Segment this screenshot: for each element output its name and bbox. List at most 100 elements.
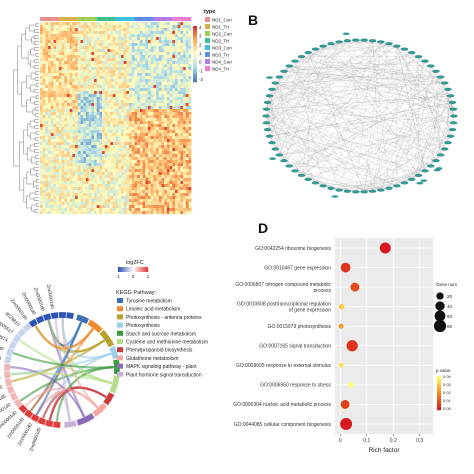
heatmap-cell (185, 142, 189, 146)
kegg-legend-label: Plant hormone signal transduction (126, 372, 202, 378)
heatmap-cell (72, 196, 76, 200)
heatmap-cell (96, 91, 100, 95)
heatmap-cell (166, 172, 170, 176)
heatmap-cell (156, 61, 159, 65)
heatmap-cell (118, 34, 122, 38)
heatmap-cell (75, 37, 78, 41)
heatmap-cell (102, 34, 105, 38)
heatmap-cell (156, 205, 159, 209)
heatmap-cell (45, 115, 49, 119)
go-term-label: GO:0042254 ribosome biogenesis (255, 246, 331, 252)
heatmap-cell (96, 25, 100, 29)
heatmap-cell (48, 88, 51, 92)
heatmap-cell (156, 124, 159, 128)
network-node (448, 128, 457, 132)
network-edge (301, 154, 441, 176)
heatmap-cell (112, 175, 116, 179)
heatmap-cell (131, 127, 135, 131)
heatmap-cell (85, 55, 89, 59)
heatmap-cell (96, 115, 100, 119)
network-edge (347, 40, 426, 171)
go-term-label: GO:0010467 gene expression (264, 265, 331, 271)
heatmap-cell (83, 148, 86, 152)
dendrogram-branch (29, 144, 35, 152)
heatmap-cell (126, 184, 130, 188)
heatmap-cell (91, 178, 95, 182)
heatmap-cell (80, 136, 84, 140)
heatmap-cell (164, 25, 167, 29)
heatmap-cell (67, 151, 70, 155)
heatmap-cell (48, 91, 51, 95)
heatmap-cell (61, 190, 65, 194)
heatmap-cell (175, 145, 178, 149)
heatmap-cell (69, 127, 73, 131)
heatmap-cell (134, 88, 138, 92)
heatmap-cell (50, 118, 54, 122)
heatmap-cell (185, 73, 189, 77)
heatmap-cell (50, 88, 54, 92)
heatmap-cell (104, 58, 108, 62)
heatmap-cell (177, 163, 181, 167)
kegg-legend-swatch (117, 314, 123, 320)
heatmap-cell (169, 193, 173, 197)
heatmap-cell (123, 112, 127, 116)
heatmap-cell (115, 124, 119, 128)
heatmap-cell (91, 166, 95, 170)
heatmap-cell (177, 139, 181, 143)
heatmap-cell (53, 148, 57, 152)
heatmap-cell (56, 109, 59, 113)
heatmap-cell (150, 145, 154, 149)
heatmap-cell (94, 31, 97, 35)
heatmap-cell (83, 25, 86, 29)
heatmap-cell (64, 136, 68, 140)
heatmap-cell (156, 85, 159, 89)
heatmap-cell (150, 97, 154, 101)
heatmap-cell (99, 73, 103, 77)
network-node (448, 100, 457, 104)
heatmap-cell (145, 40, 149, 44)
dendrogram-branch (36, 179, 39, 183)
heatmap-cell (137, 28, 140, 32)
heatmap-cell (158, 40, 162, 44)
heatmap-cell (183, 106, 186, 110)
group-legend-swatch (205, 52, 210, 57)
dendrogram-branch (27, 147, 32, 161)
go-term-label: GO:0006950 response to stress (260, 383, 331, 389)
heatmap-cell (166, 67, 170, 71)
heatmap-cell (115, 139, 119, 143)
go-term-point (350, 282, 360, 292)
heatmap-cell (58, 52, 62, 56)
network-edge (380, 41, 426, 171)
heatmap-cell (53, 64, 57, 68)
heatmap-cell (134, 73, 138, 77)
heatmap-cell (142, 133, 146, 137)
network-node (327, 186, 335, 190)
heatmap-cell (102, 64, 105, 68)
heatmap-cell (112, 88, 116, 92)
network-edge (266, 56, 302, 110)
heatmap-cell (153, 151, 157, 155)
heatmap-cell (156, 25, 159, 29)
network-edge (283, 56, 302, 72)
heatmap-cell (107, 169, 111, 173)
kegg-legend-swatch (117, 322, 123, 328)
heatmap-cell (169, 31, 173, 35)
heatmap-cell (148, 94, 151, 98)
heatmap-cell (48, 58, 51, 62)
heatmap-cell (83, 133, 86, 137)
heatmap-cell (53, 31, 57, 35)
heatmap-cell (56, 181, 59, 185)
heatmap-cell (115, 31, 119, 35)
heatmap-cell (139, 193, 143, 197)
heatmap-cell (88, 40, 92, 44)
heatmap-cell (150, 196, 154, 200)
heatmap-cell (148, 100, 151, 104)
heatmap-cell (102, 169, 105, 173)
heatmap-cell (53, 67, 57, 71)
heatmap-cell (40, 160, 43, 164)
heatmap-cell (107, 127, 111, 131)
heatmap-cell (166, 196, 170, 200)
network-edge (289, 65, 382, 191)
heatmap-cell (96, 208, 100, 212)
heatmap-cell (145, 55, 149, 59)
